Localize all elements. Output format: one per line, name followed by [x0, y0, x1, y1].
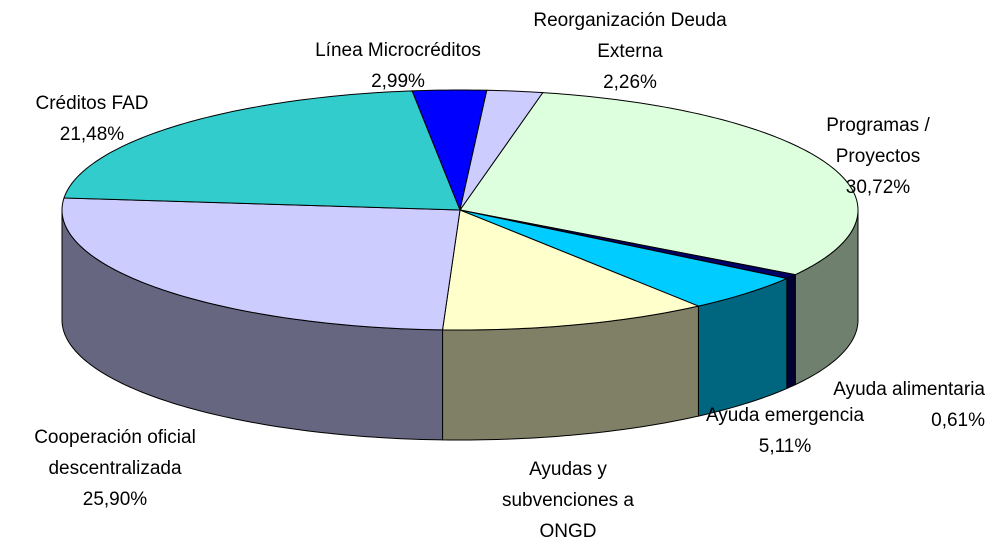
slice-label: Programas / Proyectos 30,72%: [818, 110, 938, 203]
value-label: 0,61%: [931, 410, 985, 431]
category-label: Ayuda emergencia: [705, 405, 865, 426]
slice-label: Ayudas y subvenciones a ONGD 10,92%: [500, 454, 636, 552]
category-label: Ayudas y subvenciones a ONGD: [501, 459, 635, 542]
slice-label: Ayuda emergencia 5,11%: [660, 400, 910, 462]
slice-label: Ayuda alimentaria 0,61%: [760, 374, 985, 436]
category-label: Créditos FAD: [35, 93, 149, 114]
slice-label: Reorganización Deuda Externa 2,26%: [530, 5, 730, 98]
value-label: 30,72%: [845, 177, 911, 198]
slice-label: Créditos FAD 21,48%: [0, 88, 184, 150]
category-label: Cooperación oficial descentralizada: [34, 427, 196, 479]
slice: [459, 89, 544, 211]
value-label: 21,48%: [59, 124, 125, 145]
category-label: Reorganización Deuda Externa: [533, 10, 727, 62]
category-label: Programas / Proyectos: [826, 115, 930, 167]
category-label: Línea Microcréditos: [315, 40, 481, 61]
slice: [411, 89, 488, 212]
slice-label: Cooperación oficial descentralizada 25,90…: [10, 422, 220, 515]
value-label: 2,26%: [603, 72, 657, 93]
slice: [459, 209, 789, 307]
slice: [441, 209, 701, 331]
value-label: 2,99%: [371, 71, 425, 92]
category-label: Ayuda alimentaria: [833, 379, 985, 400]
value-label: 25,90%: [82, 489, 148, 510]
slice: [63, 90, 461, 211]
slice: [61, 197, 461, 331]
slice-label: Línea Microcréditos 2,99%: [268, 35, 528, 97]
value-label: 5,11%: [758, 436, 812, 457]
slice-side: [786, 273, 796, 390]
value-label: 10,92%: [500, 547, 636, 552]
